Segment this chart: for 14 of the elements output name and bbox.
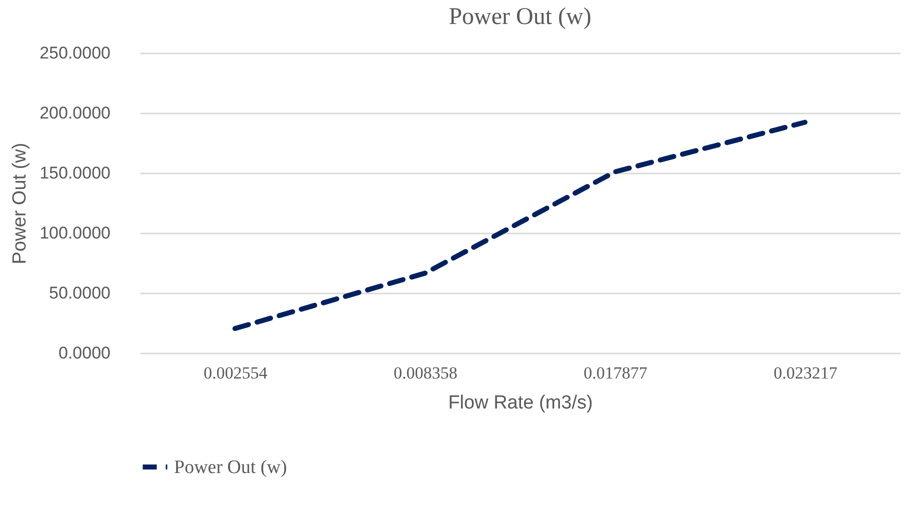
x-axis-title: Flow Rate (m3/s) bbox=[448, 392, 593, 414]
x-tick-label: 0.023217 bbox=[774, 364, 838, 382]
y-tick-label: 0.0000 bbox=[58, 344, 110, 362]
x-tick-label: 0.017877 bbox=[584, 364, 648, 382]
y-axis-title: Power Out (w) bbox=[10, 142, 31, 264]
x-tick-label: 0.002554 bbox=[204, 364, 268, 382]
x-tick-label: 0.008358 bbox=[394, 364, 458, 382]
y-tick-label: 100.0000 bbox=[40, 224, 110, 242]
legend-label: Power Out (w) bbox=[174, 457, 287, 478]
y-tick-label: 50.0000 bbox=[49, 284, 110, 302]
y-tick-label: 200.0000 bbox=[40, 104, 110, 122]
chart-title: Power Out (w) bbox=[448, 4, 592, 30]
y-tick-label: 250.0000 bbox=[40, 44, 110, 62]
y-tick-label: 150.0000 bbox=[40, 164, 110, 182]
